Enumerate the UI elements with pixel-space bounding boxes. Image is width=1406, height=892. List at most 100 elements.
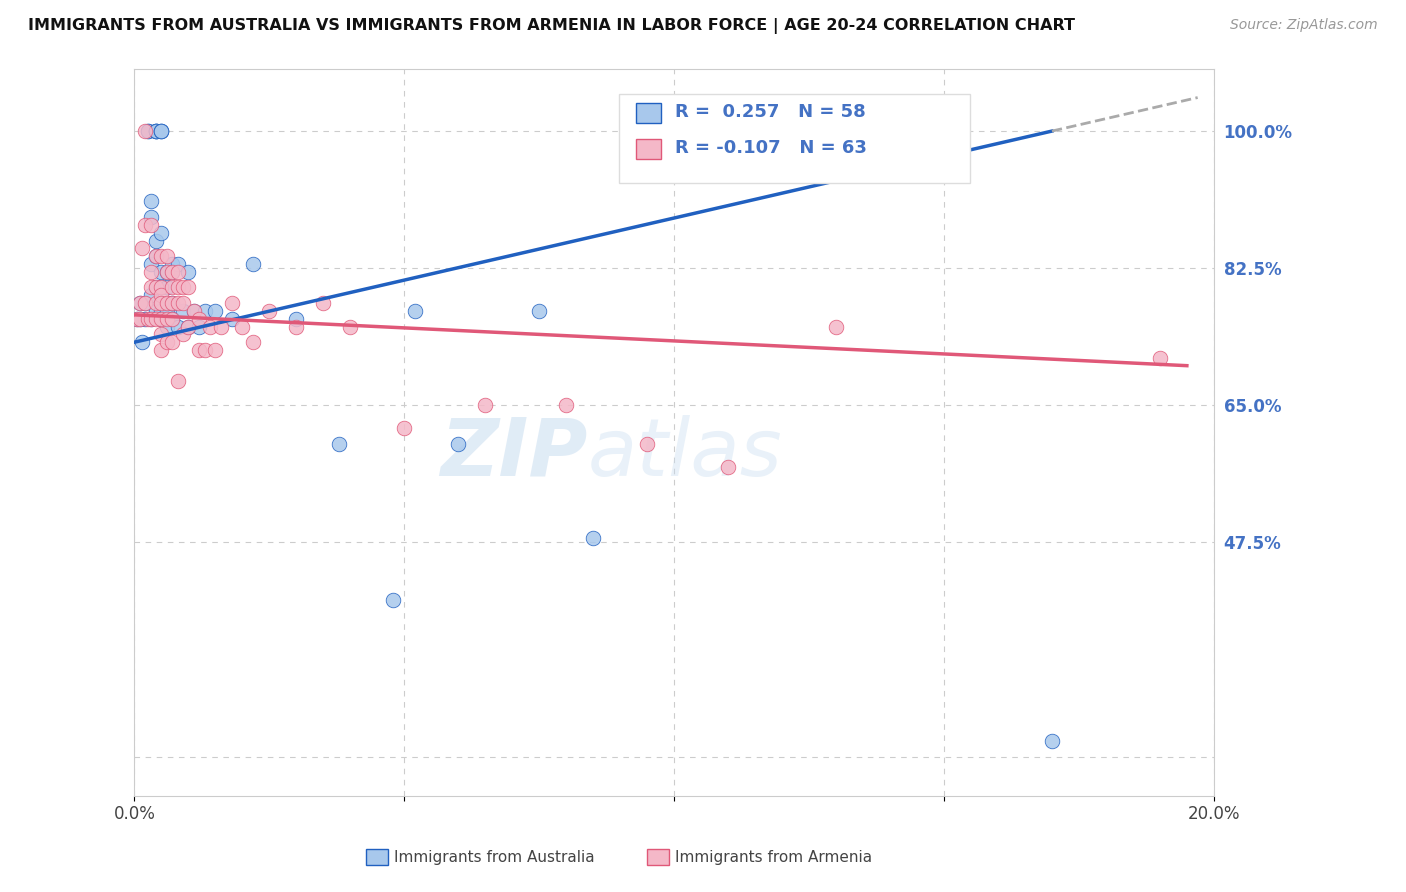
Point	[145, 249, 167, 263]
Point	[204, 343, 226, 357]
Point	[193, 343, 215, 357]
Point	[160, 296, 183, 310]
Point	[128, 296, 150, 310]
Text: atlas: atlas	[588, 415, 783, 493]
Point	[134, 311, 156, 326]
Point	[136, 124, 159, 138]
Point	[339, 319, 361, 334]
Point	[150, 296, 173, 310]
Point	[447, 437, 470, 451]
Point	[285, 319, 308, 334]
Point	[555, 398, 578, 412]
Point	[156, 249, 179, 263]
Point	[160, 296, 183, 310]
Point	[134, 296, 156, 310]
Point	[139, 210, 162, 224]
Point	[150, 124, 173, 138]
Point	[145, 234, 167, 248]
Point	[160, 311, 183, 326]
Point	[242, 335, 264, 350]
Point	[150, 288, 173, 302]
Point	[150, 280, 173, 294]
Point	[156, 304, 179, 318]
Point	[150, 311, 173, 326]
Point	[150, 327, 173, 342]
Point	[166, 319, 188, 334]
Point	[160, 335, 183, 350]
Point	[221, 311, 243, 326]
Point	[717, 460, 740, 475]
Point	[145, 124, 167, 138]
Point	[134, 218, 156, 232]
Point	[160, 311, 183, 326]
Point	[150, 296, 173, 310]
Point	[136, 311, 159, 326]
Point	[156, 296, 179, 310]
Point	[166, 257, 188, 271]
Point	[134, 124, 156, 138]
Point	[139, 218, 162, 232]
Point	[150, 265, 173, 279]
Point	[139, 280, 162, 294]
Point	[177, 280, 200, 294]
Text: ZIP: ZIP	[440, 415, 588, 493]
Point	[145, 280, 167, 294]
Point	[128, 311, 150, 326]
Point	[145, 124, 167, 138]
Point	[177, 319, 200, 334]
Point	[156, 265, 179, 279]
Text: R =  0.257   N = 58: R = 0.257 N = 58	[675, 103, 866, 121]
Point	[636, 437, 658, 451]
Point	[145, 280, 167, 294]
Point	[125, 311, 148, 326]
Point	[145, 124, 167, 138]
Point	[177, 319, 200, 334]
Point	[131, 241, 153, 255]
Point	[150, 249, 173, 263]
Point	[166, 296, 188, 310]
Point	[156, 265, 179, 279]
Point	[394, 421, 416, 435]
Point	[150, 304, 173, 318]
Point	[145, 124, 167, 138]
Point	[172, 296, 194, 310]
Point	[150, 311, 173, 326]
Point	[474, 398, 496, 412]
Point	[188, 319, 211, 334]
Point	[156, 335, 179, 350]
Point	[825, 319, 848, 334]
Text: IMMIGRANTS FROM AUSTRALIA VS IMMIGRANTS FROM ARMENIA IN LABOR FORCE | AGE 20-24 : IMMIGRANTS FROM AUSTRALIA VS IMMIGRANTS …	[28, 18, 1076, 34]
Point	[177, 265, 200, 279]
Point	[160, 265, 183, 279]
Point	[172, 280, 194, 294]
Point	[156, 296, 179, 310]
Text: Immigrants from Armenia: Immigrants from Armenia	[675, 850, 872, 864]
Point	[139, 194, 162, 209]
Point	[150, 124, 173, 138]
Point	[183, 304, 205, 318]
Point	[527, 304, 550, 318]
Point	[156, 280, 179, 294]
Point	[134, 296, 156, 310]
Point	[312, 296, 335, 310]
Point	[172, 327, 194, 342]
Point	[150, 124, 173, 138]
Point	[242, 257, 264, 271]
Point	[198, 319, 221, 334]
Point	[1040, 734, 1063, 748]
Point	[160, 280, 183, 294]
Point	[139, 257, 162, 271]
Point	[131, 335, 153, 350]
Point	[166, 374, 188, 388]
Point	[183, 304, 205, 318]
Point	[150, 226, 173, 240]
Point	[188, 343, 211, 357]
Point	[136, 124, 159, 138]
Point	[139, 288, 162, 302]
Point	[139, 311, 162, 326]
Text: Source: ZipAtlas.com: Source: ZipAtlas.com	[1230, 18, 1378, 32]
Point	[145, 304, 167, 318]
Point	[139, 311, 162, 326]
Point	[160, 265, 183, 279]
Point	[204, 304, 226, 318]
